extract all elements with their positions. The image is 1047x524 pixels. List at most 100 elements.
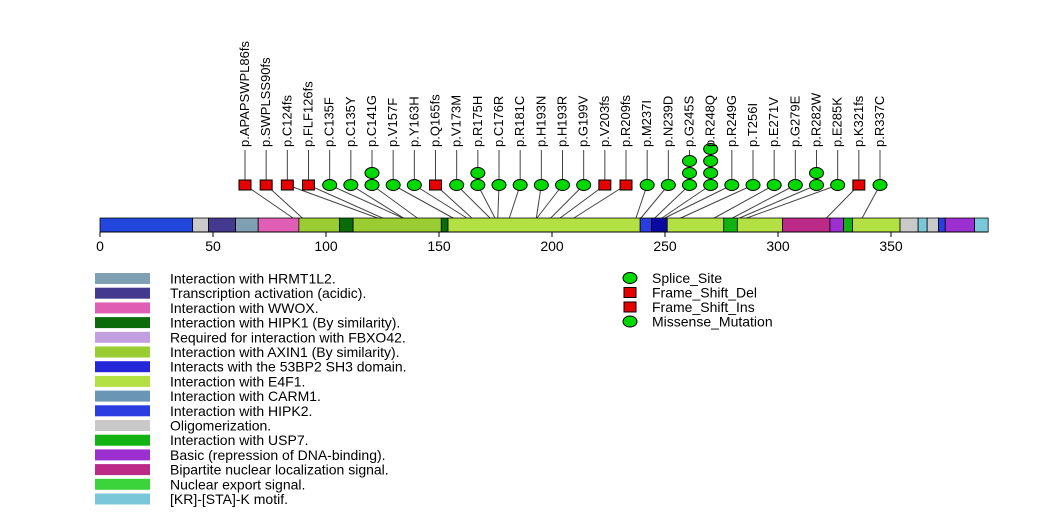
domain-legend-label: Interaction with E4F1. — [170, 373, 305, 389]
domain-legend-swatch — [95, 420, 150, 431]
mutation-marker — [470, 179, 486, 191]
legend-square-marker — [623, 301, 637, 313]
mutation-label: p.R209fs — [618, 94, 633, 147]
domain-legend-label: Nuclear export signal. — [170, 476, 305, 492]
domain-segment — [352, 217, 442, 233]
mutation-marker — [302, 179, 315, 191]
domain-segment — [298, 217, 340, 233]
legend-ellipse-marker — [622, 272, 638, 284]
mutation-label: p.V203fs — [597, 95, 612, 147]
mutation-label: p.H193R — [555, 96, 570, 147]
domain-segment — [829, 217, 844, 233]
mutation-label: p.T256I — [745, 103, 760, 147]
domain-segment — [852, 217, 901, 233]
domain-legend-swatch — [95, 273, 150, 284]
mutation-label: p.V173M — [449, 95, 464, 147]
domain-legend-label: Interaction with HIPK2. — [170, 403, 312, 419]
marker-bar-connector — [743, 184, 838, 220]
domain-segment — [235, 217, 259, 233]
domain-legend-label: [KR]-[STA]-K motif. — [170, 491, 288, 507]
domain-segment — [899, 217, 919, 233]
domain-segment — [666, 217, 725, 233]
mutation-label: p.K321fs — [851, 95, 866, 147]
marker-bar-connector — [825, 184, 860, 220]
domain-legend-swatch — [95, 478, 150, 490]
x-axis-tick-label: 100 — [314, 238, 338, 254]
marker-bar-connector — [730, 184, 796, 220]
domain-segment — [257, 217, 300, 233]
mutation-marker — [364, 167, 380, 179]
mutation-label: p.APAPSWPL86fs — [237, 41, 252, 147]
mutation-label: p.C135F — [322, 97, 337, 147]
mutation-label: p.R175H — [470, 96, 485, 147]
legend-square-marker — [623, 287, 637, 298]
domain-segment — [843, 217, 853, 233]
mutation-label: p.C141G — [364, 95, 379, 147]
mutation-marker — [682, 179, 697, 191]
mutation-legend-label: Frame_Shift_Ins — [652, 299, 755, 315]
marker-bar-connector — [712, 184, 775, 220]
domain-segment — [926, 217, 939, 233]
mutation-marker — [703, 143, 719, 155]
domain-legend-swatch — [95, 331, 150, 343]
mutation-marker — [598, 179, 612, 191]
marker-bar-connector — [265, 184, 304, 220]
legend-ellipse-marker — [622, 315, 638, 328]
mutation-marker — [429, 179, 442, 191]
mutation-marker — [639, 179, 655, 191]
marker-bar-connector — [371, 184, 419, 220]
domain-legend-swatch — [95, 493, 150, 505]
domain-legend-label: Interacts with the 53BP2 SH3 domain. — [170, 359, 407, 375]
domain-segment — [99, 217, 194, 233]
mutation-label: p.C176R — [491, 96, 506, 147]
mutation-label: p.C135Y — [343, 96, 358, 147]
x-axis-tick-label: 250 — [653, 238, 677, 254]
marker-bar-connector — [558, 184, 606, 220]
mutation-label: p.V157F — [385, 98, 400, 147]
mutation-label: p.E271V — [766, 97, 781, 147]
marker-bar-connector — [662, 184, 733, 220]
mutation-marker — [872, 179, 888, 191]
mutation-label: p.R337C — [872, 96, 887, 147]
domain-legend-swatch — [95, 405, 150, 417]
domain-segment — [651, 217, 668, 233]
marker-bar-connector — [639, 184, 669, 220]
mutation-label: p.Q165fs — [428, 94, 443, 147]
mutation-label: p.G279E — [787, 95, 802, 147]
mutation-marker — [238, 179, 252, 191]
domain-legend-label: Interaction with WWOX. — [170, 300, 319, 316]
domain-legend-label: Interaction with USP7. — [170, 432, 309, 448]
domain-segment — [944, 217, 975, 233]
mutation-marker — [385, 179, 401, 191]
marker-bar-connector — [477, 184, 496, 220]
domain-segment — [639, 217, 652, 233]
mutation-marker — [533, 179, 549, 191]
mutation-marker — [512, 179, 528, 191]
mutation-label: p.SWPLSS90fs — [258, 57, 273, 147]
mutation-legend-label: Frame_Shift_Del — [652, 285, 757, 301]
domain-segment — [192, 217, 209, 233]
domain-segment — [917, 217, 928, 233]
mutation-marker — [809, 167, 824, 179]
mutation-marker — [322, 179, 338, 191]
mutation-label: p.G199V — [576, 95, 591, 147]
marker-bar-connector — [287, 184, 381, 220]
domain-legend-swatch — [95, 434, 150, 446]
domain-legend-swatch — [95, 375, 150, 387]
x-axis-tick-label: 0 — [96, 238, 104, 254]
domain-legend-swatch — [95, 390, 150, 402]
mutation-marker — [703, 167, 719, 179]
mutation-label: p.R181C — [512, 96, 527, 147]
mutation-marker — [787, 179, 803, 191]
domain-legend-swatch — [95, 287, 150, 299]
marker-bar-connector — [350, 184, 406, 220]
mutation-label: p.FLF126fs — [301, 81, 316, 147]
domain-segment — [723, 217, 738, 233]
mutation-marker — [660, 179, 676, 191]
domain-segment — [339, 217, 354, 233]
mutation-marker — [830, 179, 846, 191]
mutation-legend-label: Missense_Mutation — [652, 314, 773, 330]
mutation-marker — [703, 155, 719, 167]
domain-legend-label: Interaction with CARM1. — [170, 388, 321, 404]
